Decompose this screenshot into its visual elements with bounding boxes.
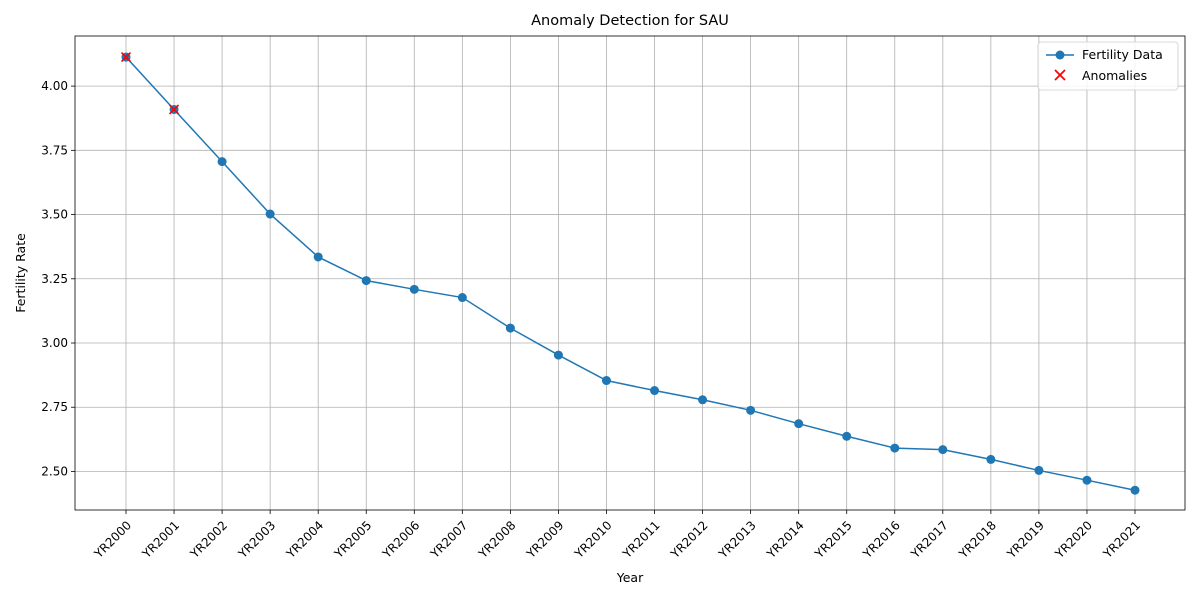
data-point: [457, 293, 467, 303]
legend-label-anomalies: Anomalies: [1082, 68, 1147, 83]
x-tick-label: YR2012: [667, 518, 710, 561]
data-point: [553, 350, 563, 360]
data-point: [601, 376, 611, 386]
anomaly-point: [120, 52, 132, 63]
x-tick-label: YR2005: [331, 518, 374, 561]
data-point: [265, 209, 275, 219]
y-tick-label: 3.00: [41, 336, 68, 350]
data-point: [794, 419, 804, 429]
legend-box: [1037, 41, 1179, 91]
series-layer: [120, 52, 1140, 495]
y-tick-label: 2.75: [41, 400, 68, 414]
x-tick-label: YR2006: [379, 518, 422, 561]
x-tick-label: YR2010: [571, 518, 614, 561]
data-point: [986, 454, 996, 464]
x-tick-label: YR2004: [283, 518, 326, 561]
x-tick-label: YR2013: [715, 518, 758, 561]
x-tick-label: YR2019: [1004, 518, 1047, 561]
x-tick-label: YR2000: [91, 518, 134, 561]
anomaly-point: [168, 104, 180, 115]
x-axis-label: Year: [616, 570, 644, 585]
y-tick-label: 4.00: [41, 79, 68, 93]
data-point: [746, 405, 756, 415]
grid-layer: [75, 36, 1185, 510]
data-point: [1082, 475, 1092, 485]
y-tick-label: 2.50: [41, 464, 68, 478]
x-tick-label: YR2011: [619, 518, 662, 561]
y-tick-layer: 2.50 2.75 3.00 3.25 3.50 3.75 4.00: [41, 79, 75, 478]
y-axis-label: Fertility Rate: [13, 233, 28, 313]
plot-frame: [74, 35, 1186, 511]
data-point: [361, 276, 371, 286]
x-tick-label: YR2018: [956, 518, 999, 561]
y-tick-label: 3.50: [41, 208, 68, 222]
legend-marker-anomalies: [1054, 69, 1066, 81]
x-tick-label: YR2017: [908, 518, 951, 561]
data-point: [313, 252, 323, 262]
x-tick-label: YR2003: [235, 518, 278, 561]
data-point: [938, 445, 948, 455]
legend-label-fertility-data: Fertility Data: [1082, 47, 1163, 62]
y-tick-label: 3.25: [41, 272, 68, 286]
x-tick-label: YR2014: [763, 518, 806, 561]
x-tick-label: YR2016: [860, 518, 903, 561]
x-tick-label: YR2002: [187, 518, 230, 561]
x-tick-label: YR2008: [475, 518, 518, 561]
data-point: [650, 386, 660, 396]
x-tick-label: YR2015: [812, 518, 855, 561]
y-tick-label: 3.75: [41, 143, 68, 157]
data-point: [217, 157, 227, 167]
data-point: [842, 431, 852, 441]
data-point: [505, 323, 515, 333]
data-point: [698, 395, 708, 405]
x-tick-layer: YR2000 YR2001 YR2002 YR2003 YR2004 YR2005 YR20…: [91, 510, 1143, 562]
series-line-fertility-data: [125, 56, 1136, 491]
data-point: [409, 284, 419, 294]
data-point: [1034, 465, 1044, 475]
axes-layer: [74, 35, 1186, 511]
x-tick-label: YR2001: [139, 518, 182, 561]
data-point: [1130, 485, 1140, 495]
chart-title: Anomaly Detection for SAU: [531, 13, 729, 29]
data-point: [890, 443, 900, 453]
x-tick-label: YR2020: [1052, 518, 1095, 561]
legend-marker-fertility-data: [1055, 50, 1065, 60]
legend: Fertility Data Anomalies: [1037, 41, 1179, 91]
x-tick-label: YR2009: [523, 518, 566, 561]
x-tick-label: YR2021: [1100, 518, 1143, 561]
x-tick-label: YR2007: [427, 518, 470, 561]
